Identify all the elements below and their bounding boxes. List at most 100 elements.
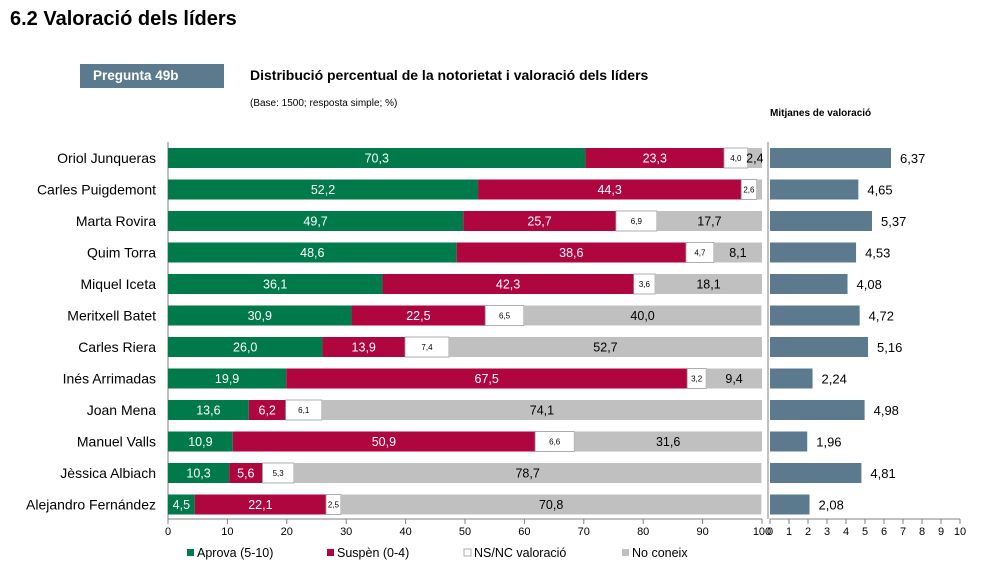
- bar-segment-noconeix: [293, 463, 762, 483]
- bar-segment-nsnc: [633, 273, 656, 295]
- category-label: Marta Rovira: [76, 213, 156, 229]
- bar-segment-noconeix: [756, 179, 762, 200]
- legend-label: Suspèn (0-4): [337, 546, 409, 560]
- x-tick-label: 20: [281, 526, 293, 538]
- mean-value-label: 4,65: [867, 183, 892, 198]
- means-title: Mitjanes de valoració: [770, 108, 872, 119]
- bar-segment-aprova: [168, 148, 586, 168]
- category-label: Carles Riera: [78, 339, 156, 355]
- mean-bar: [770, 211, 873, 231]
- means-x-tick-label: 9: [938, 526, 944, 538]
- x-tick-label: 100: [753, 526, 771, 538]
- mean-bar: [770, 400, 865, 420]
- means-x-tick-label: 10: [954, 526, 966, 538]
- mean-value-label: 4,81: [870, 466, 895, 481]
- bar-segment-suspen: [286, 368, 688, 389]
- mean-bar: [770, 179, 859, 200]
- category-label: Manuel Valls: [77, 434, 156, 450]
- mean-bar: [770, 305, 860, 326]
- base-note: (Base: 1500; resposta simple; %): [250, 98, 398, 109]
- bar-segment-suspen: [229, 463, 263, 483]
- x-tick-label: 80: [637, 526, 649, 538]
- bar-segment-aprova: [168, 368, 287, 389]
- data-label: 4,5: [173, 498, 190, 512]
- bar-segment-noconeix: [747, 148, 762, 168]
- means-x-tick-label: 0: [767, 526, 773, 538]
- data-label: 52,2: [311, 183, 335, 197]
- means-x-tick-label: 5: [862, 526, 868, 538]
- mean-bar: [770, 148, 892, 168]
- data-label: 4,7: [694, 249, 706, 258]
- mean-value-label: 2,24: [822, 372, 847, 387]
- bar-segment-noconeix: [706, 368, 762, 389]
- mean-value-label: 4,72: [869, 309, 894, 324]
- bar-segment-aprova: [168, 400, 249, 420]
- category-label: Alejandro Fernández: [26, 497, 156, 513]
- data-label: 17,7: [697, 215, 721, 229]
- bar-segment-suspen: [248, 400, 286, 420]
- means-x-tick-label: 8: [919, 526, 925, 538]
- x-tick-label: 60: [518, 526, 530, 538]
- category-label: Quim Torra: [87, 245, 156, 261]
- data-label: 13,9: [352, 341, 376, 355]
- data-label: 22,1: [248, 498, 272, 512]
- data-label: 19,9: [215, 372, 239, 386]
- data-label: 50,9: [372, 435, 396, 449]
- bar-segment-noconeix: [321, 400, 762, 420]
- data-label: 42,3: [496, 278, 520, 292]
- x-tick-label: 90: [696, 526, 708, 538]
- data-label: 38,6: [559, 246, 583, 260]
- x-tick-label: 30: [340, 526, 352, 538]
- x-tick-label: 50: [459, 526, 471, 538]
- bar-segment-aprova: [168, 337, 323, 357]
- bar-segment-noconeix: [713, 242, 762, 263]
- x-tick-label: 0: [165, 526, 171, 538]
- mean-value-label: 1,96: [816, 435, 841, 450]
- data-label: 70,8: [539, 498, 563, 512]
- data-label: 67,5: [475, 372, 499, 386]
- data-label: 6,6: [549, 438, 561, 447]
- legend-label: NS/NC valoració: [474, 546, 566, 560]
- mean-bar: [770, 431, 808, 452]
- data-label: 22,5: [406, 309, 430, 323]
- chart-title: Distribució percentual de la notorietat …: [250, 67, 649, 83]
- data-label: 8,1: [729, 246, 746, 260]
- category-label: Meritxell Batet: [67, 308, 156, 324]
- category-label: Inés Arrimadas: [63, 371, 156, 387]
- category-label: Carles Puigdemont: [37, 182, 156, 198]
- legend-label: Aprova (5-10): [197, 546, 273, 560]
- section-title: 6.2 Valoració dels líders: [10, 8, 237, 30]
- data-label: 10,3: [186, 467, 210, 481]
- means-x-tick-label: 3: [824, 526, 830, 538]
- bar-segment-aprova: [168, 463, 230, 483]
- data-label: 70,3: [365, 152, 389, 166]
- mean-bar: [770, 494, 810, 515]
- mean-bar: [770, 337, 869, 357]
- bar-segment-noconeix: [655, 274, 762, 294]
- bar-segment-suspen: [585, 148, 724, 168]
- legend-swatch-suspen: [327, 549, 334, 556]
- category-label: Joan Mena: [87, 402, 156, 418]
- x-tick-label: 40: [399, 526, 411, 538]
- bar-segment-noconeix: [448, 337, 762, 357]
- data-label: 3,2: [691, 375, 703, 384]
- bar-segment-noconeix: [523, 305, 762, 326]
- data-label: 23,3: [643, 152, 667, 166]
- mean-bar: [770, 463, 862, 483]
- data-label: 5,6: [237, 467, 254, 481]
- category-label: Jèssica Albiach: [60, 465, 156, 481]
- mean-value-label: 6,37: [900, 151, 925, 166]
- mean-bar: [770, 242, 857, 263]
- question-badge: Pregunta 49b: [80, 64, 224, 88]
- data-label: 7,4: [421, 343, 433, 352]
- data-label: 5,3: [273, 469, 285, 478]
- bar-segment-aprova: [168, 242, 457, 263]
- bar-segment-suspen: [351, 305, 486, 326]
- data-label: 48,6: [300, 246, 324, 260]
- legend-swatch-aprova: [187, 549, 194, 556]
- mean-bar: [770, 274, 848, 294]
- bar-segment-suspen: [194, 494, 327, 515]
- bar-segment-suspen: [232, 431, 536, 452]
- bar-segment-suspen: [456, 242, 686, 263]
